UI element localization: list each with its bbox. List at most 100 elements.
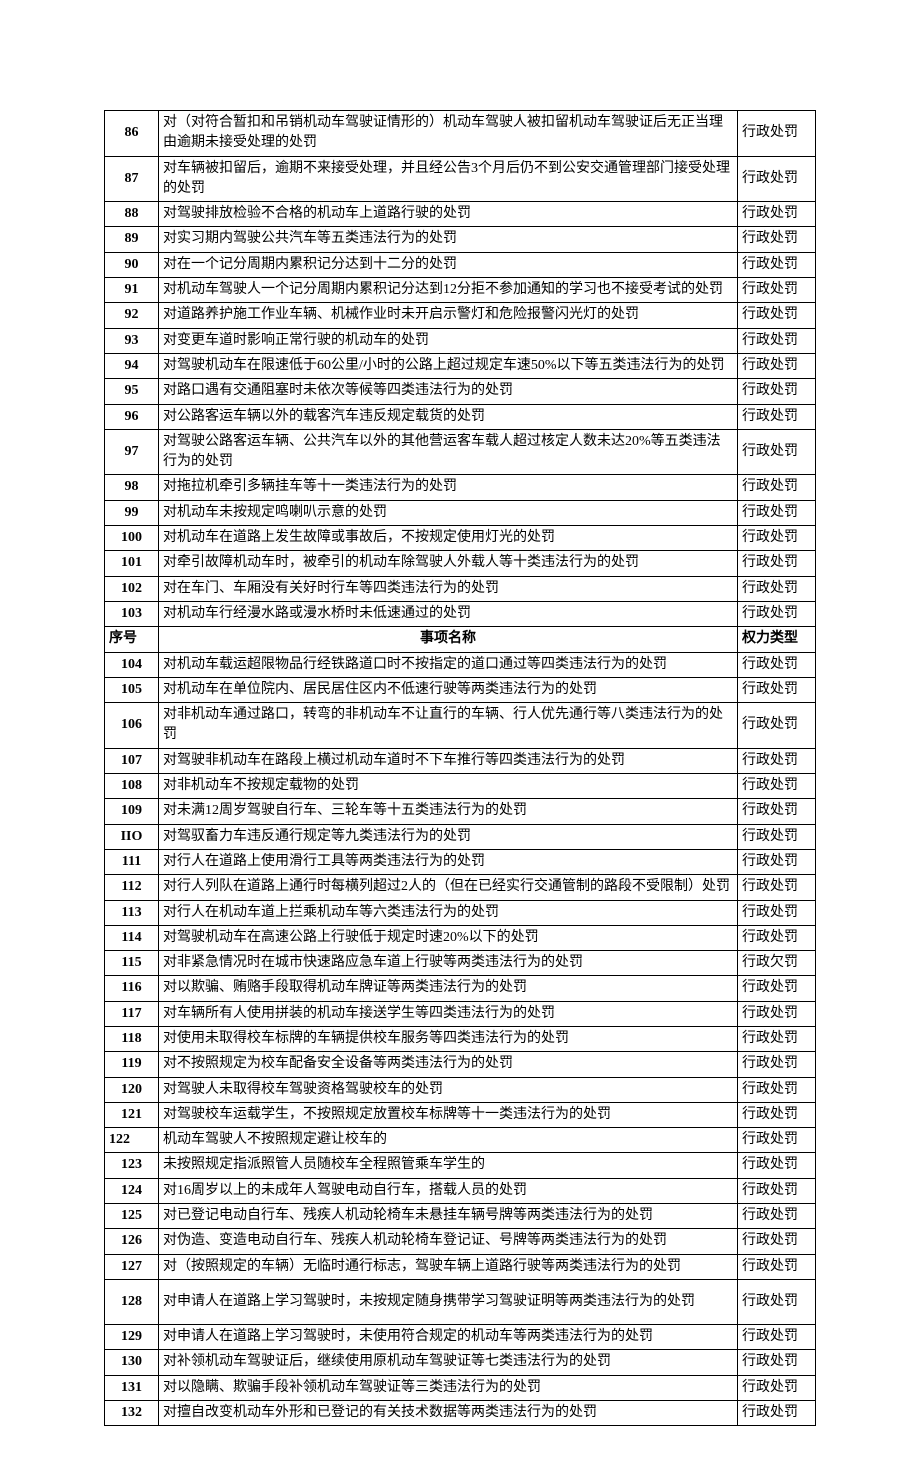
cell-description: 对以欺骗、贿赂手段取得机动车牌证等两类违法行为的处罚 bbox=[159, 976, 738, 1001]
cell-type: 行政处罚 bbox=[738, 748, 816, 773]
cell-type: 行政处罚 bbox=[738, 278, 816, 303]
header-desc: 事项名称 bbox=[159, 627, 738, 652]
cell-description: 对使用未取得校车标牌的车辆提供校车服务等四类违法行为的处罚 bbox=[159, 1026, 738, 1051]
cell-description: 对车辆被扣留后，逾期不来接受处理，并且经公告3个月后仍不到公安交通管理部门接受处… bbox=[159, 156, 738, 202]
table-row: 99对机动车未按规定鸣喇叭示意的处罚行政处罚 bbox=[105, 500, 816, 525]
cell-description: 对非机动车通过路口，转弯的非机动车不让直行的车辆、行人优先通行等八类违法行为的处… bbox=[159, 703, 738, 749]
table-row: 97对驾驶公路客运车辆、公共汽车以外的其他营运客车载人超过核定人数未达20%等五… bbox=[105, 429, 816, 475]
cell-type: 行政处罚 bbox=[738, 404, 816, 429]
cell-sequence: 116 bbox=[105, 976, 159, 1001]
cell-sequence: 124 bbox=[105, 1178, 159, 1203]
table-row: 128对申请人在道路上学习驾驶时，未按规定随身携带学习驾驶证明等两类违法行为的处… bbox=[105, 1279, 816, 1324]
cell-description: 对申请人在道路上学习驾驶时，未使用符合规定的机动车等两类违法行为的处罚 bbox=[159, 1324, 738, 1349]
cell-type: 行政处罚 bbox=[738, 353, 816, 378]
cell-sequence: 89 bbox=[105, 227, 159, 252]
cell-type: 行政处罚 bbox=[738, 677, 816, 702]
cell-description: 对16周岁以上的未成年人驾驶电动自行车，搭载人员的处罚 bbox=[159, 1178, 738, 1203]
cell-description: 对驾驶校车运载学生，不按照规定放置校车标牌等十一类违法行为的处罚 bbox=[159, 1102, 738, 1127]
cell-description: 对以隐瞒、欺骗手段补领机动车驾驶证等三类违法行为的处罚 bbox=[159, 1375, 738, 1400]
cell-description: 对已登记电动自行车、残疾人机动轮椅车未悬挂车辆号牌等两类违法行为的处罚 bbox=[159, 1204, 738, 1229]
table-row: 112对行人列队在道路上通行时每横列超过2人的（但在已经实行交通管制的路段不受限… bbox=[105, 875, 816, 900]
cell-sequence: 106 bbox=[105, 703, 159, 749]
cell-sequence: 100 bbox=[105, 526, 159, 551]
cell-sequence: 99 bbox=[105, 500, 159, 525]
cell-type: 行政处罚 bbox=[738, 475, 816, 500]
table-row: 90对在一个记分周期内累积记分达到十二分的处罚行政处罚 bbox=[105, 252, 816, 277]
cell-description: 对未满12周岁驾驶自行车、三轮车等十五类违法行为的处罚 bbox=[159, 799, 738, 824]
table-row: 105对机动车在单位院内、居民居住区内不低速行驶等两类违法行为的处罚行政处罚 bbox=[105, 677, 816, 702]
cell-type: 行政处罚 bbox=[738, 1001, 816, 1026]
cell-type: 行政处罚 bbox=[738, 1229, 816, 1254]
table-row: 95对路口遇有交通阻塞时未依次等候等四类违法行为的处罚行政处罚 bbox=[105, 379, 816, 404]
cell-sequence: 131 bbox=[105, 1375, 159, 1400]
cell-sequence: 105 bbox=[105, 677, 159, 702]
cell-description: 对补领机动车驾驶证后，继续使用原机动车驾驶证等七类违法行为的处罚 bbox=[159, 1350, 738, 1375]
cell-type: 行政处罚 bbox=[738, 526, 816, 551]
table-row: 132对擅自改变机动车外形和已登记的有关技术数据等两类违法行为的处罚行政处罚 bbox=[105, 1400, 816, 1425]
cell-description: 对（对符合暂扣和吊销机动车驾驶证情形的）机动车驾驶人被扣留机动车驾驶证后无正当理… bbox=[159, 111, 738, 157]
cell-description: 对机动车未按规定鸣喇叭示意的处罚 bbox=[159, 500, 738, 525]
table-row: 118对使用未取得校车标牌的车辆提供校车服务等四类违法行为的处罚行政处罚 bbox=[105, 1026, 816, 1051]
cell-type: 行政处罚 bbox=[738, 824, 816, 849]
cell-type: 行政处罚 bbox=[738, 1026, 816, 1051]
table-row: 124对16周岁以上的未成年人驾驶电动自行车，搭载人员的处罚行政处罚 bbox=[105, 1178, 816, 1203]
cell-sequence: 94 bbox=[105, 353, 159, 378]
cell-type: 行政处罚 bbox=[738, 202, 816, 227]
cell-sequence: 98 bbox=[105, 475, 159, 500]
table-row: 115对非紧急情况时在城市快速路应急车道上行驶等两类违法行为的处罚行政欠罚 bbox=[105, 951, 816, 976]
cell-description: 未按照规定指派照管人员随校车全程照管乘车学生的 bbox=[159, 1153, 738, 1178]
cell-type: 行政处罚 bbox=[738, 703, 816, 749]
cell-type: 行政欠罚 bbox=[738, 951, 816, 976]
table-row: 91对机动车驾驶人一个记分周期内累积记分达到12分拒不参加通知的学习也不接受考试… bbox=[105, 278, 816, 303]
cell-type: 行政处罚 bbox=[738, 1204, 816, 1229]
document-page: 86对（对符合暂扣和吊销机动车驾驶证情形的）机动车驾驶人被扣留机动车驾驶证后无正… bbox=[0, 0, 920, 1466]
table-row: 101对牵引故障机动车时，被牵引的机动车除驾驶人外载人等十类违法行为的处罚行政处… bbox=[105, 551, 816, 576]
cell-type: 行政处罚 bbox=[738, 252, 816, 277]
cell-description: 对驾驶排放检验不合格的机动车上道路行驶的处罚 bbox=[159, 202, 738, 227]
cell-sequence: 95 bbox=[105, 379, 159, 404]
table-row: 104对机动车载运超限物品行经铁路道口时不按指定的道口通过等四类违法行为的处罚行… bbox=[105, 652, 816, 677]
table-row: 125对已登记电动自行车、残疾人机动轮椅车未悬挂车辆号牌等两类违法行为的处罚行政… bbox=[105, 1204, 816, 1229]
cell-sequence: 119 bbox=[105, 1052, 159, 1077]
cell-sequence: 127 bbox=[105, 1254, 159, 1279]
cell-sequence: 132 bbox=[105, 1400, 159, 1425]
table-row: 129对申请人在道路上学习驾驶时，未使用符合规定的机动车等两类违法行为的处罚行政… bbox=[105, 1324, 816, 1349]
table-row: 121对驾驶校车运载学生，不按照规定放置校车标牌等十一类违法行为的处罚行政处罚 bbox=[105, 1102, 816, 1127]
cell-sequence: 87 bbox=[105, 156, 159, 202]
cell-type: 行政处罚 bbox=[738, 1400, 816, 1425]
table-row: 98对拖拉机牵引多辆挂车等十一类违法行为的处罚行政处罚 bbox=[105, 475, 816, 500]
table-row: 127对（按照规定的车辆）无临时通行标志，驾驶车辆上道路行驶等两类违法行为的处罚… bbox=[105, 1254, 816, 1279]
header-type: 权力类型 bbox=[738, 627, 816, 652]
table-row: 116对以欺骗、贿赂手段取得机动车牌证等两类违法行为的处罚行政处罚 bbox=[105, 976, 816, 1001]
cell-sequence: 104 bbox=[105, 652, 159, 677]
cell-sequence: 90 bbox=[105, 252, 159, 277]
table-row: 123未按照规定指派照管人员随校车全程照管乘车学生的行政处罚 bbox=[105, 1153, 816, 1178]
table-row: 107对驾驶非机动车在路段上横过机动车道时不下车推行等四类违法行为的处罚行政处罚 bbox=[105, 748, 816, 773]
cell-type: 行政处罚 bbox=[738, 900, 816, 925]
cell-sequence: 102 bbox=[105, 576, 159, 601]
cell-type: 行政处罚 bbox=[738, 1279, 816, 1324]
cell-sequence: 117 bbox=[105, 1001, 159, 1026]
cell-description: 机动车驾驶人不按照规定避让校车的 bbox=[159, 1128, 738, 1153]
table-row: 111对行人在道路上使用滑行工具等两类违法行为的处罚行政处罚 bbox=[105, 849, 816, 874]
cell-sequence: 115 bbox=[105, 951, 159, 976]
table-row: 117对车辆所有人使用拼装的机动车接送学生等四类违法行为的处罚行政处罚 bbox=[105, 1001, 816, 1026]
cell-type: 行政处罚 bbox=[738, 551, 816, 576]
cell-description: 对伪造、变造电动自行车、残疾人机动轮椅车登记证、号牌等两类违法行为的处罚 bbox=[159, 1229, 738, 1254]
cell-sequence: 109 bbox=[105, 799, 159, 824]
cell-description: 对申请人在道路上学习驾驶时，未按规定随身携带学习驾驶证明等两类违法行为的处罚 bbox=[159, 1279, 738, 1324]
cell-sequence: 96 bbox=[105, 404, 159, 429]
table-row: 92对道路养护施工作业车辆、机械作业时未开启示警灯和危险报警闪光灯的处罚行政处罚 bbox=[105, 303, 816, 328]
cell-description: 对（按照规定的车辆）无临时通行标志，驾驶车辆上道路行驶等两类违法行为的处罚 bbox=[159, 1254, 738, 1279]
cell-sequence: 93 bbox=[105, 328, 159, 353]
cell-description: 对机动车行经漫水路或漫水桥时未低速通过的处罚 bbox=[159, 601, 738, 626]
cell-type: 行政处罚 bbox=[738, 1375, 816, 1400]
cell-type: 行政处罚 bbox=[738, 1153, 816, 1178]
cell-type: 行政处罚 bbox=[738, 156, 816, 202]
cell-description: 对机动车载运超限物品行经铁路道口时不按指定的道口通过等四类违法行为的处罚 bbox=[159, 652, 738, 677]
cell-type: 行政处罚 bbox=[738, 576, 816, 601]
cell-description: 对变更车道时影响正常行驶的机动车的处罚 bbox=[159, 328, 738, 353]
cell-sequence: 125 bbox=[105, 1204, 159, 1229]
cell-description: 对路口遇有交通阻塞时未依次等候等四类违法行为的处罚 bbox=[159, 379, 738, 404]
table-row: 122机动车驾驶人不按照规定避让校车的行政处罚 bbox=[105, 1128, 816, 1153]
